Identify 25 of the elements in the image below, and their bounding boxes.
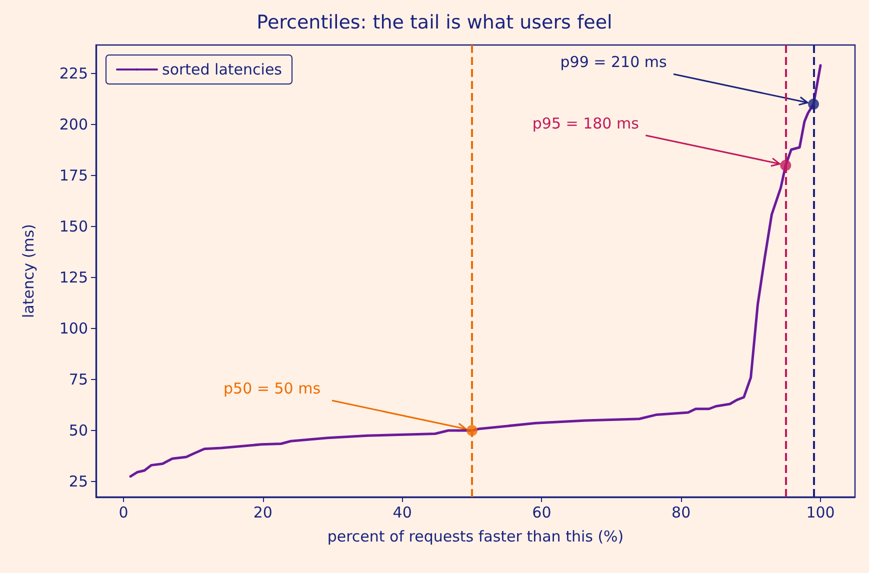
- annotation: p50 = 50 ms: [224, 380, 321, 398]
- point: [808, 98, 820, 110]
- x-tick-label: 20: [253, 504, 272, 522]
- point: [466, 425, 478, 436]
- y-tick-label: 50: [68, 422, 88, 440]
- y-tick-label: 125: [59, 268, 88, 287]
- y-axis-title: latency (ms): [20, 224, 38, 318]
- annotation: p95 = 180 ms: [532, 114, 640, 132]
- annotation: p99 = 210 ms: [560, 53, 667, 72]
- y-tick-label: 225: [59, 64, 88, 83]
- point: [780, 160, 792, 171]
- y-tick-label: 200: [59, 116, 88, 134]
- y-tick-label: 25: [68, 472, 88, 490]
- y-tick-label: 75: [68, 370, 88, 389]
- legend-label: sorted latencies: [162, 60, 282, 78]
- y-tick-label: 150: [59, 218, 88, 236]
- x-tick-label: 80: [672, 504, 691, 522]
- x-tick-label: 0: [118, 504, 128, 522]
- x-tick-label: 100: [806, 504, 835, 522]
- y-tick-label: 175: [59, 166, 88, 185]
- y-tick-label: 100: [59, 320, 88, 338]
- x-tick-label: 60: [532, 504, 552, 522]
- x-axis-title: percent of requests faster than this (%): [327, 528, 624, 546]
- chart-title: Percentiles: the tail is what users feel: [256, 12, 612, 34]
- x-tick-label: 40: [392, 504, 412, 522]
